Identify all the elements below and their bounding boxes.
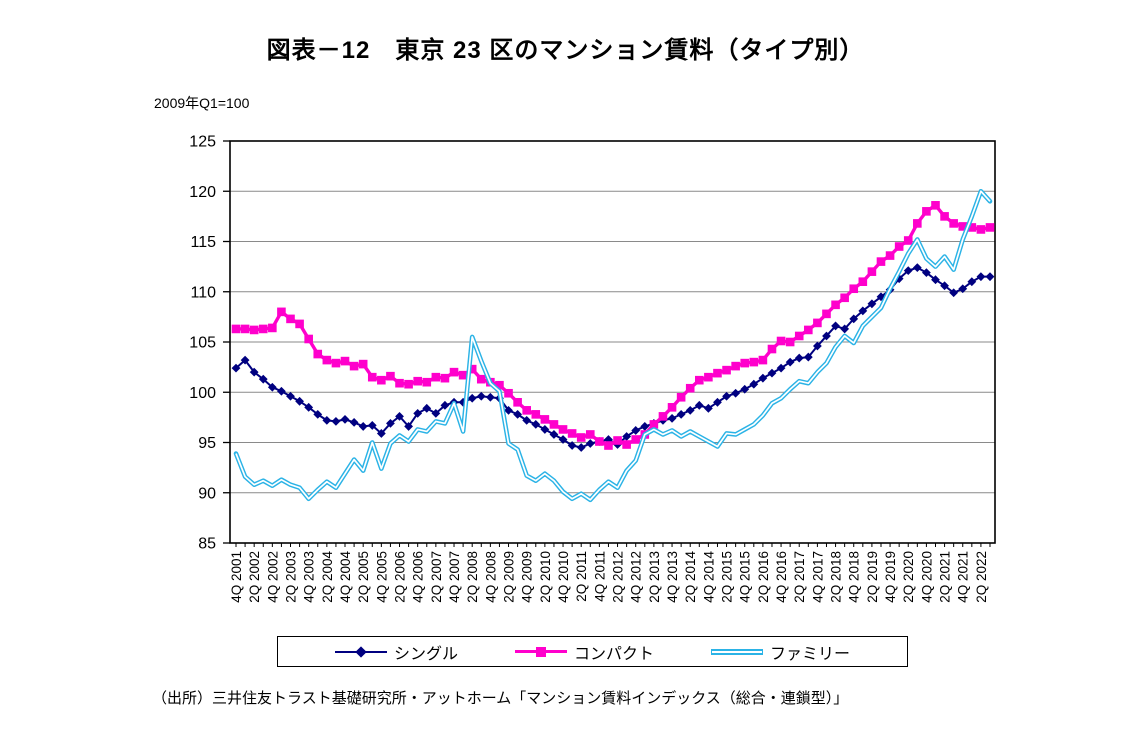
y-axis-label: 85	[198, 536, 216, 553]
y-axis-label: 125	[189, 134, 216, 151]
x-axis-label: 4Q 2021	[956, 551, 971, 603]
x-axis-label: 2Q 2009	[502, 551, 517, 603]
x-axis-label: 2Q 2016	[756, 551, 771, 603]
y-axis-label: 95	[198, 435, 216, 452]
x-axis-label: 4Q 2004	[338, 551, 353, 603]
x-axis-label: 2Q 2014	[683, 551, 698, 603]
square-marker-icon	[535, 646, 546, 657]
x-axis-label: 2Q 2022	[974, 551, 989, 603]
x-axis-label: 4Q 2019	[883, 551, 898, 603]
series-family	[233, 188, 993, 503]
x-axis-label: 4Q 2018	[847, 551, 862, 603]
legend-label-compact: コンパクト	[573, 645, 654, 663]
x-axis-label: 4Q 2015	[738, 551, 753, 603]
x-axis-label: 4Q 2012	[629, 551, 644, 603]
y-axis-label: 105	[189, 335, 216, 352]
x-axis-label: 4Q 2014	[701, 551, 716, 603]
x-axis-label: 4Q 2020	[919, 551, 934, 603]
figure-title: 図表－12 東京 23 区のマンション賃料（タイプ別）	[266, 37, 865, 64]
x-axis-label: 2Q 2021	[938, 551, 953, 603]
chart-legend: シングル コンパクト ファミリー	[277, 636, 908, 667]
x-axis-label: 4Q 2002	[265, 551, 280, 603]
x-axis-label: 2Q 2018	[829, 551, 844, 603]
x-axis-label: 4Q 2006	[411, 551, 426, 603]
x-axis-label: 4Q 2017	[810, 551, 825, 603]
double-line-swatch-icon	[710, 648, 763, 655]
legend-label-family: ファミリー	[769, 645, 850, 663]
x-axis-label: 2Q 2005	[356, 551, 371, 603]
x-axis-label: 4Q 2016	[774, 551, 789, 603]
x-axis-label: 4Q 2005	[374, 551, 389, 603]
x-axis-label: 4Q 2010	[556, 551, 571, 603]
y-axis-label: 115	[190, 234, 216, 251]
x-axis-label: 4Q 2007	[447, 551, 462, 603]
x-axis-label: 2Q 2007	[429, 551, 444, 603]
single-series-swatch	[334, 645, 387, 659]
x-axis-label: 2Q 2008	[465, 551, 480, 603]
x-axis-label: 2Q 2019	[865, 551, 880, 603]
legend-item-family: ファミリー	[710, 640, 850, 664]
x-axis-label: 2Q 2012	[611, 551, 626, 603]
x-axis-label: 2Q 2015	[720, 551, 735, 603]
legend-item-compact: コンパクト	[514, 640, 654, 664]
series-compact	[231, 201, 995, 450]
family-series-swatch	[710, 645, 763, 659]
x-axis-label: 4Q 2009	[520, 551, 535, 603]
compact-series-swatch	[514, 645, 567, 659]
y-axis-label: 100	[189, 385, 216, 402]
y-axis-label: 110	[190, 284, 216, 301]
x-axis-label: 2Q 2004	[320, 551, 335, 603]
legend-label-single: シングル	[393, 645, 458, 663]
x-axis-label: 2Q 2010	[538, 551, 553, 603]
x-axis-label: 2Q 2013	[647, 551, 662, 603]
x-axis-label: 2Q 2020	[901, 551, 916, 603]
source-note: （出所）三井住友トラスト基礎研究所・アットホーム「マンション賃料インデックス（総…	[152, 690, 849, 707]
x-axis-label: 4Q 2011	[592, 551, 607, 602]
index-base-note: 2009年Q1=100	[154, 95, 250, 111]
x-axis-label: 2Q 2017	[792, 551, 807, 603]
diamond-marker-icon	[355, 645, 367, 658]
x-axis-label: 2Q 2002	[247, 551, 262, 603]
x-axis-label: 2Q 2011	[574, 551, 589, 602]
legend-item-single: シングル	[334, 640, 458, 664]
x-axis-label: 4Q 2001	[229, 551, 244, 603]
x-axis-label: 4Q 2003	[302, 551, 317, 603]
x-axis-label: 2Q 2006	[393, 551, 408, 603]
x-axis-label: 4Q 2013	[665, 551, 680, 603]
y-axis-label: 120	[189, 184, 216, 201]
x-axis-label: 4Q 2008	[483, 551, 498, 603]
y-axis-label: 90	[198, 485, 216, 502]
x-axis-label: 2Q 2003	[284, 551, 299, 603]
